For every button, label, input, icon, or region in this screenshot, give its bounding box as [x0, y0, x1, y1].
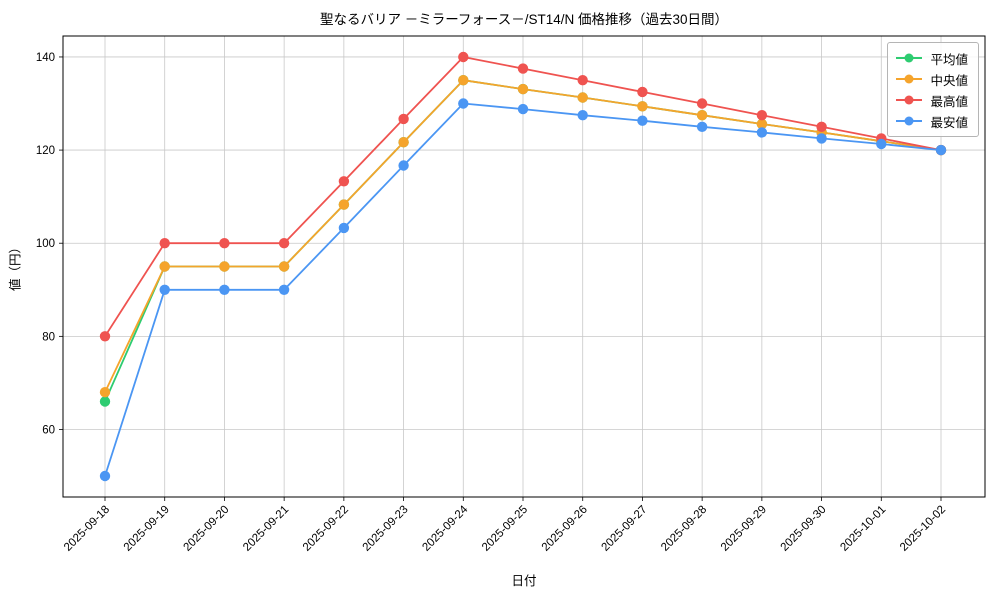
x-tick-label: 2025-10-01	[838, 504, 888, 554]
data-point-marker	[517, 63, 529, 74]
data-point-marker	[756, 110, 768, 121]
data-point-marker	[159, 284, 170, 295]
data-point-marker	[935, 144, 947, 156]
legend-marker-icon	[896, 94, 923, 106]
legend-marker-icon	[896, 52, 923, 64]
x-tick-label: 2025-09-24	[420, 503, 471, 554]
data-point-marker	[398, 137, 409, 148]
data-point-marker	[756, 127, 768, 138]
data-point-marker	[219, 284, 230, 295]
legend-item: 最安値	[896, 111, 968, 131]
data-point-marker	[338, 176, 350, 187]
data-point-marker	[696, 98, 708, 109]
data-point-marker	[816, 121, 827, 132]
x-tick-label: 2025-09-19	[122, 504, 172, 554]
data-point-marker	[458, 51, 469, 63]
legend-marker-icon	[896, 73, 923, 85]
data-point-marker	[338, 199, 350, 210]
x-tick-label: 2025-09-20	[181, 504, 231, 554]
y-tick-label: 140	[36, 52, 55, 64]
data-point-marker	[398, 113, 409, 125]
data-point-marker	[99, 396, 111, 407]
data-point-marker	[577, 110, 588, 121]
y-axis-label: 値（円）	[8, 240, 23, 292]
y-tick-label: 80	[42, 331, 55, 343]
data-point-marker	[219, 238, 230, 249]
x-tick-label: 2025-09-25	[480, 504, 530, 554]
legend-marker-icon	[896, 115, 923, 127]
data-point-marker	[517, 103, 529, 115]
x-tick-label: 2025-09-27	[599, 504, 649, 554]
data-point-marker	[876, 138, 887, 150]
x-tick-label: 2025-09-21	[241, 504, 291, 554]
legend-label: 最高値	[930, 94, 968, 109]
y-tick-label: 60	[42, 424, 55, 436]
data-point-marker	[637, 115, 648, 126]
data-point-marker	[99, 331, 111, 342]
x-tick-label: 2025-09-29	[719, 504, 769, 554]
x-tick-label: 2025-09-22	[301, 504, 351, 554]
data-point-marker	[398, 160, 409, 171]
data-point-marker	[637, 101, 648, 112]
legend-item: 平均値	[896, 48, 968, 68]
data-point-marker	[816, 133, 827, 144]
data-point-marker	[577, 75, 588, 86]
legend-item: 最高値	[896, 90, 968, 110]
data-point-marker	[577, 92, 588, 103]
x-tick-label: 2025-09-28	[659, 504, 709, 554]
data-point-marker	[99, 387, 111, 398]
legend-item: 中央値	[896, 69, 968, 89]
data-point-marker	[278, 261, 290, 272]
legend-label: 最安値	[930, 115, 968, 130]
legend-label: 平均値	[930, 52, 968, 67]
data-point-marker	[696, 110, 708, 121]
data-point-marker	[756, 118, 768, 130]
x-tick-label: 2025-10-02	[898, 504, 948, 554]
x-tick-label: 2025-09-26	[540, 504, 590, 554]
data-point-marker	[338, 222, 350, 234]
legend: 平均値中央値最高値最安値	[887, 42, 979, 137]
data-point-marker	[458, 98, 469, 109]
data-point-marker	[696, 121, 708, 132]
data-point-marker	[637, 86, 648, 98]
legend-label: 中央値	[930, 73, 968, 88]
data-point-marker	[458, 75, 469, 86]
data-point-marker	[517, 83, 529, 95]
data-point-marker	[278, 238, 290, 249]
data-point-marker	[159, 238, 170, 249]
x-tick-label: 2025-09-18	[62, 504, 112, 554]
axes-spine	[62, 35, 986, 498]
x-tick-label: 2025-09-23	[361, 504, 411, 554]
y-tick-label: 120	[36, 145, 55, 157]
x-axis-label: 日付	[511, 574, 537, 588]
data-point-marker	[219, 261, 230, 272]
data-point-marker	[278, 284, 290, 295]
chart-title: 聖なるバリア －ミラーフォース－/ST14/N 価格推移（過去30日間）	[319, 12, 729, 27]
y-tick-label: 100	[36, 238, 55, 250]
x-tick-label: 2025-09-30	[779, 504, 829, 554]
data-point-marker	[159, 261, 170, 272]
data-point-marker	[99, 470, 111, 482]
